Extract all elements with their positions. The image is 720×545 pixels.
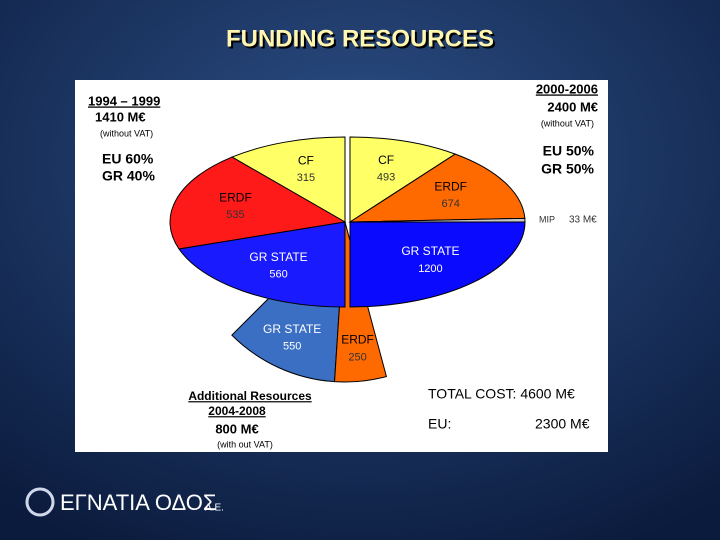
period: 2000-2006 [536, 81, 598, 96]
value-label: 535 [226, 209, 244, 221]
value-label: 250 [348, 351, 366, 363]
eu-value: 2300 M€ [535, 416, 590, 432]
note: (without VAT) [541, 118, 594, 128]
right-info: 2000-2006 2400 M€ (without VAT) EU 50% G… [536, 81, 598, 176]
share: EU 60% [102, 151, 154, 167]
pie-slice [348, 153, 526, 223]
amount: 1410 M€ [95, 109, 146, 124]
period: 1994 – 1999 [88, 93, 160, 108]
bottom-info: Additional Resources 2004-2008 800 M€ (w… [188, 389, 312, 449]
value-label: 560 [269, 269, 287, 281]
share: GR 50% [541, 161, 594, 177]
total-cost: TOTAL COST: 4600 M€ [428, 386, 575, 402]
pie-slice [169, 156, 347, 250]
share: EU 50% [543, 143, 595, 159]
slice-label: ERDF [341, 333, 374, 347]
value-label: 315 [297, 172, 315, 184]
note: (without VAT) [100, 128, 153, 138]
share: GR 40% [102, 168, 155, 184]
logo-mark [25, 487, 55, 517]
logo: ΕΓΝΑΤΙΑ ΟΔΟΣ A.E. [25, 487, 224, 517]
pie-slice [349, 136, 457, 223]
logo-name: ΕΓΝΑΤΙΑ ΟΔΟΣ [60, 490, 216, 515]
value-label: 493 [377, 172, 395, 184]
slice-label: ERDF [219, 190, 252, 204]
value-label: 1200 [418, 263, 442, 275]
pie-slice [230, 136, 346, 223]
label: 2004-2008 [208, 404, 266, 418]
value-label: 674 [441, 198, 459, 210]
slice-label: GR STATE [401, 244, 459, 258]
note: (with out VAT) [217, 439, 273, 449]
slice-label: CF [378, 153, 394, 167]
slice-label: CF [298, 153, 314, 167]
amount: 2400 M€ [547, 99, 598, 114]
left-info: 1994 – 1999 1410 M€ (without VAT) EU 60%… [88, 93, 160, 183]
label: Additional Resources [188, 389, 312, 403]
slice-label: GR STATE [263, 322, 321, 336]
slice-label: MIP [539, 214, 555, 224]
summary: TOTAL COST: 4600 M€ EU: 2300 M€ [428, 386, 590, 432]
value-label: 550 [283, 340, 301, 352]
pie-slice [178, 221, 346, 308]
pie-slice [349, 221, 526, 308]
pies: GR STATE 550 ERDF 250 CF 315 ERDF 535 GR STATE 56… [169, 136, 597, 383]
logo-suffix: A.E. [205, 503, 224, 514]
title-shadow: FUNDING RESOURCES [228, 27, 496, 54]
amount: 800 M€ [215, 421, 258, 436]
slice-label: ERDF [434, 179, 467, 193]
value-label: 33 M€ [569, 215, 597, 226]
slice-label: GR STATE [249, 250, 307, 264]
eu-label: EU: [428, 416, 451, 432]
title: FUNDING RESOURCES [226, 25, 494, 52]
